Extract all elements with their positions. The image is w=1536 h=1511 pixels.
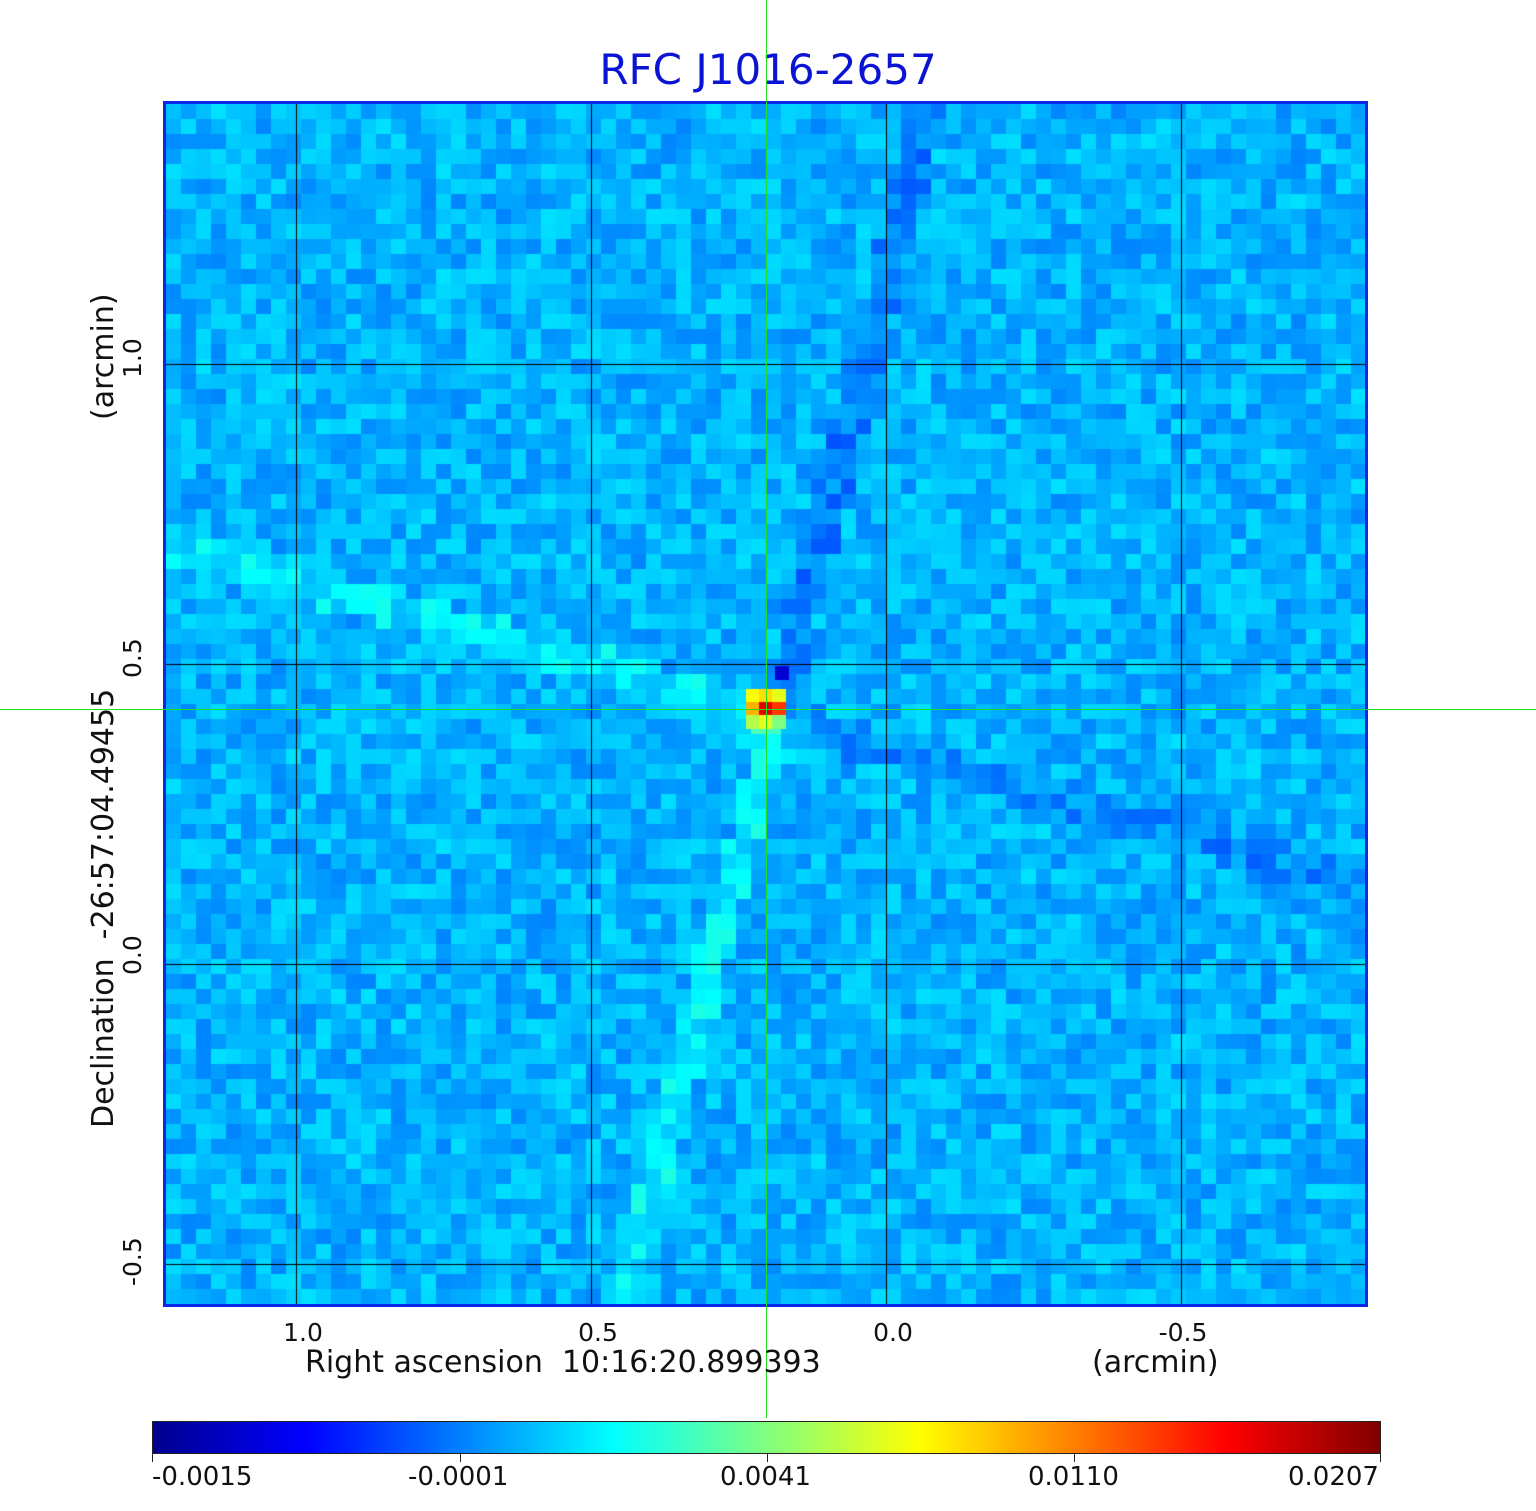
- x-tick-label: 0.0: [873, 1318, 913, 1347]
- y-axis-unit: (arcmin): [86, 293, 121, 420]
- colorbar-tick: [460, 1454, 461, 1462]
- colorbar-tick: [1380, 1454, 1381, 1462]
- y-tick-label: -0.5: [118, 1237, 147, 1286]
- x-tick-label: 0.5: [578, 1318, 618, 1347]
- colorbar-tick: [767, 1454, 768, 1462]
- y-tick-label: 0.0: [118, 935, 147, 975]
- colorbar-label: 0.0110: [1028, 1462, 1119, 1492]
- y-tick-label: 0.5: [118, 638, 147, 678]
- x-tick-label: 1.0: [283, 1318, 323, 1347]
- colorbar-label: -0.0001: [408, 1462, 509, 1492]
- x-axis-unit: (arcmin): [1092, 1345, 1219, 1380]
- x-tick-label: -0.5: [1158, 1318, 1208, 1347]
- crosshair-horizontal: [0, 709, 1536, 710]
- radio-map-image[interactable]: [163, 101, 1368, 1307]
- colorbar-label: -0.0015: [152, 1462, 253, 1492]
- y-axis-label: Declination -26:57:04.49455: [86, 688, 121, 1128]
- y-tick-label: 1.0: [118, 338, 147, 378]
- colorbar-label: 0.0207: [1288, 1462, 1379, 1492]
- x-axis-label: Right ascension 10:16:20.899393: [305, 1345, 821, 1380]
- colorbar: [152, 1421, 1381, 1454]
- radio-map-canvas: [166, 104, 1365, 1304]
- colorbar-tick: [1074, 1454, 1075, 1462]
- colorbar-label: 0.0041: [720, 1462, 811, 1492]
- image-title: RFC J1016-2657: [599, 45, 937, 94]
- colorbar-tick: [152, 1454, 153, 1462]
